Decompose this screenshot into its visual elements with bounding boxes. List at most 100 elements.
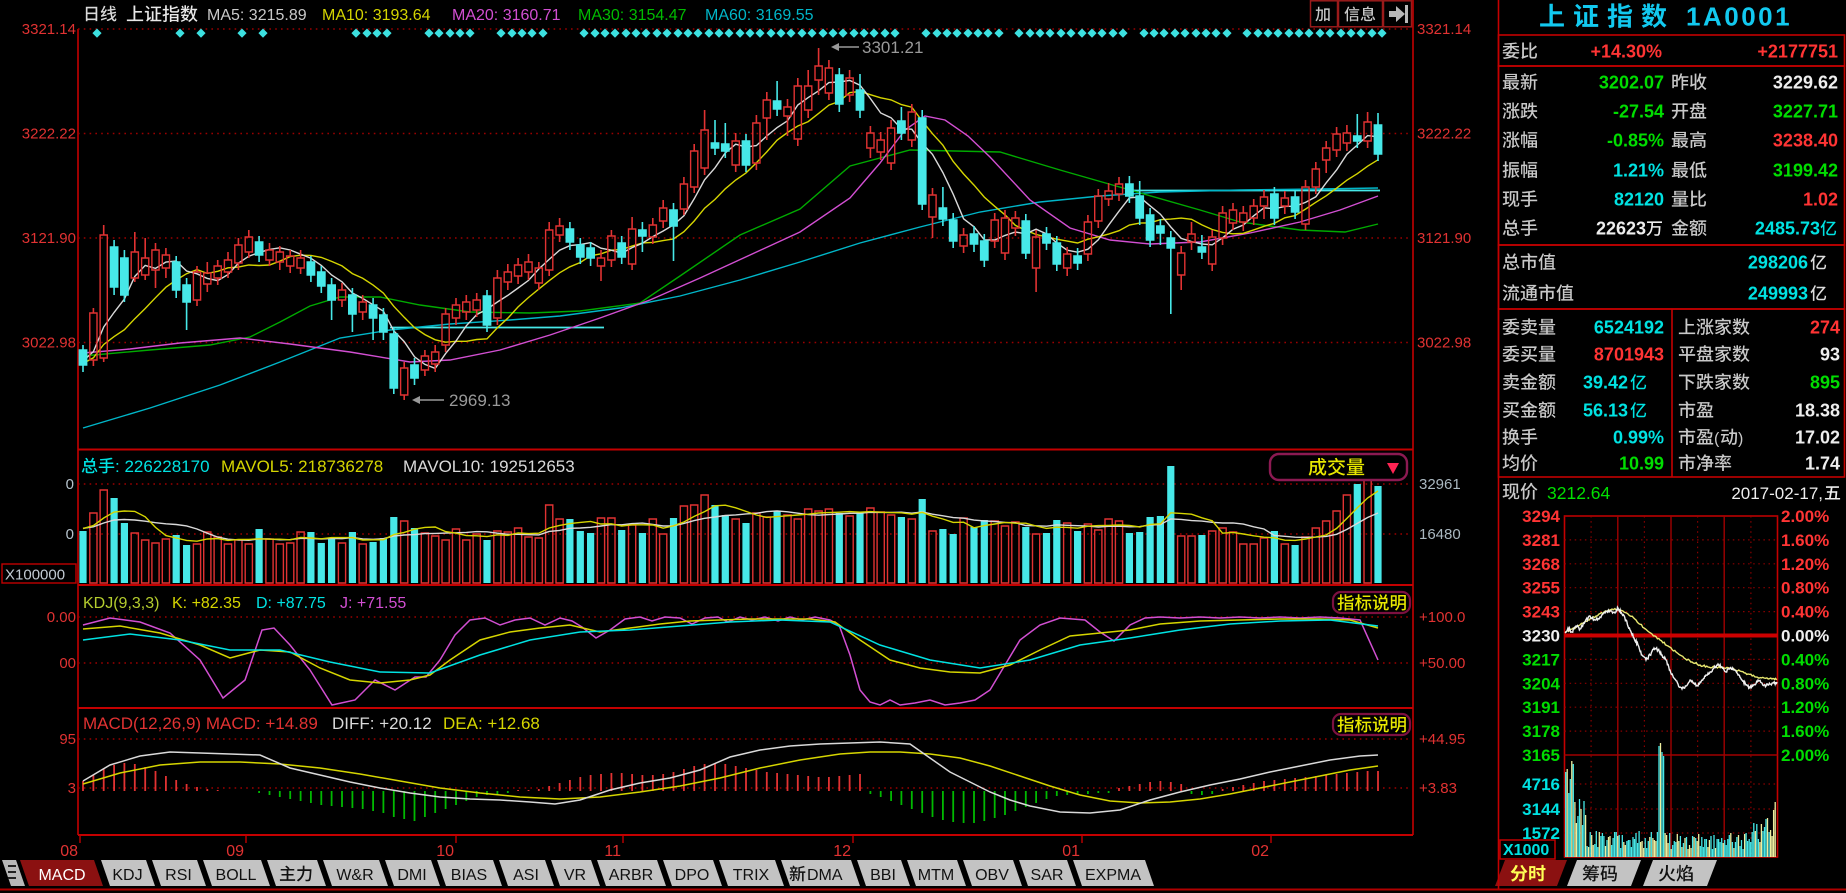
svg-text:X100000: X100000	[5, 567, 65, 584]
svg-text:OBV: OBV	[975, 867, 1009, 884]
svg-text:0: 0	[66, 526, 74, 543]
svg-text:3294: 3294	[1522, 507, 1560, 526]
svg-text:0.40%: 0.40%	[1781, 603, 1829, 622]
svg-text:298206: 298206	[1748, 253, 1808, 273]
svg-text:3268: 3268	[1522, 555, 1560, 574]
svg-text:DIFF: +20.12: DIFF: +20.12	[332, 714, 432, 733]
svg-text:MAVOL10: 192512653: MAVOL10: 192512653	[403, 457, 575, 476]
svg-text:10: 10	[436, 843, 454, 860]
svg-text:2969.13: 2969.13	[449, 391, 510, 410]
svg-text:EXPMA: EXPMA	[1085, 867, 1141, 884]
svg-text:1.20%: 1.20%	[1781, 555, 1829, 574]
svg-text:3199.42: 3199.42	[1773, 161, 1838, 181]
svg-text:+50.00: +50.00	[1419, 655, 1465, 672]
svg-text:+2177751: +2177751	[1757, 42, 1838, 62]
svg-text:VR: VR	[564, 867, 586, 884]
svg-text:249993: 249993	[1748, 284, 1808, 304]
svg-text:3022.98: 3022.98	[22, 335, 76, 352]
svg-text:3301.21: 3301.21	[862, 38, 923, 57]
svg-text:MA60: 3169.55: MA60: 3169.55	[705, 7, 814, 24]
svg-text:MACD: MACD	[38, 867, 85, 884]
svg-text:3255: 3255	[1522, 579, 1560, 598]
svg-text:0.80%: 0.80%	[1781, 674, 1829, 693]
svg-text:95: 95	[59, 731, 76, 748]
svg-text:2.00%: 2.00%	[1781, 507, 1829, 526]
svg-text:MA20: 3160.71: MA20: 3160.71	[452, 7, 561, 24]
svg-text:00: 00	[59, 655, 76, 672]
svg-text:08: 08	[60, 843, 78, 860]
svg-text:KDJ: KDJ	[112, 867, 142, 884]
svg-text:+100.0: +100.0	[1419, 609, 1465, 626]
svg-text:MACD(12,26,9) MACD: +14.89: MACD(12,26,9) MACD: +14.89	[83, 714, 318, 733]
svg-text:ASI: ASI	[513, 867, 539, 884]
svg-text:1.74: 1.74	[1805, 454, 1840, 474]
svg-text:-0.85%: -0.85%	[1607, 131, 1664, 151]
svg-text:3144: 3144	[1522, 800, 1560, 819]
svg-text:DPO: DPO	[675, 867, 710, 884]
svg-text:1.02: 1.02	[1803, 190, 1838, 210]
svg-text:ARBR: ARBR	[609, 867, 653, 884]
svg-text:BIAS: BIAS	[451, 867, 487, 884]
svg-text:02: 02	[1251, 843, 1269, 860]
svg-text:82120: 82120	[1614, 190, 1664, 210]
svg-text:DEA: +12.68: DEA: +12.68	[443, 714, 540, 733]
svg-text:3243: 3243	[1522, 603, 1560, 622]
svg-text:3121.90: 3121.90	[1417, 230, 1471, 247]
svg-text:2485.73: 2485.73	[1755, 219, 1820, 239]
svg-text:TRIX: TRIX	[733, 867, 770, 884]
svg-text:MTM: MTM	[918, 867, 954, 884]
svg-text:0.00%: 0.00%	[1781, 627, 1829, 646]
svg-text:4716: 4716	[1522, 775, 1560, 794]
svg-text:12: 12	[833, 843, 851, 860]
svg-text:3204: 3204	[1522, 674, 1560, 693]
svg-text:3217: 3217	[1522, 650, 1560, 669]
svg-text:3121.90: 3121.90	[22, 230, 76, 247]
svg-text:DMA: DMA	[807, 867, 843, 884]
svg-text:10.99: 10.99	[1619, 454, 1664, 474]
svg-text:3321.14: 3321.14	[1417, 21, 1471, 38]
svg-text:18.38: 18.38	[1795, 401, 1840, 421]
svg-text:3: 3	[68, 780, 76, 797]
svg-text:MA5: 3215.89: MA5: 3215.89	[207, 7, 307, 24]
svg-text:BOLL: BOLL	[216, 867, 257, 884]
svg-text:16480: 16480	[1419, 526, 1461, 543]
svg-text:+14.30%: +14.30%	[1590, 42, 1662, 62]
svg-text:K: +82.35: K: +82.35	[172, 595, 241, 612]
svg-text:SAR: SAR	[1031, 867, 1064, 884]
svg-text:274: 274	[1810, 318, 1840, 338]
svg-text:+44.95: +44.95	[1419, 731, 1465, 748]
svg-text:1.60%: 1.60%	[1781, 531, 1829, 550]
svg-text:2017-02-17,: 2017-02-17,	[1731, 484, 1823, 503]
svg-text:895: 895	[1810, 373, 1840, 393]
svg-text:D: +87.75: D: +87.75	[256, 595, 326, 612]
svg-text:): )	[1738, 431, 1743, 448]
svg-text:1A0001: 1A0001	[1686, 2, 1792, 32]
svg-text:3212.64: 3212.64	[1547, 483, 1611, 503]
svg-text:3178: 3178	[1522, 722, 1560, 741]
svg-text:09: 09	[226, 843, 244, 860]
svg-text:DMI: DMI	[397, 867, 426, 884]
svg-text:X1000: X1000	[1503, 842, 1549, 859]
svg-text:3230: 3230	[1522, 627, 1560, 646]
svg-text:3238.40: 3238.40	[1773, 131, 1838, 151]
svg-text:3191: 3191	[1522, 698, 1560, 717]
svg-text:3227.71: 3227.71	[1773, 102, 1838, 122]
svg-text:1.20%: 1.20%	[1781, 698, 1829, 717]
svg-text:3165: 3165	[1522, 746, 1560, 765]
svg-text:+3.83: +3.83	[1419, 780, 1457, 797]
svg-text:0.40%: 0.40%	[1781, 650, 1829, 669]
svg-text:3222.22: 3222.22	[1417, 126, 1471, 143]
svg-text:3022.98: 3022.98	[1417, 335, 1471, 352]
svg-text:56.13: 56.13	[1583, 401, 1628, 421]
svg-text:1.21%: 1.21%	[1613, 161, 1664, 181]
svg-text:3222.22: 3222.22	[22, 126, 76, 143]
svg-text:17.02: 17.02	[1795, 428, 1840, 448]
svg-text:(: (	[1714, 431, 1720, 448]
svg-text:0.80%: 0.80%	[1781, 579, 1829, 598]
svg-text:3229.62: 3229.62	[1773, 73, 1838, 93]
svg-text:-27.54: -27.54	[1613, 102, 1664, 122]
svg-text:2.00%: 2.00%	[1781, 746, 1829, 765]
svg-text:0: 0	[66, 476, 74, 493]
svg-text:1.60%: 1.60%	[1781, 722, 1829, 741]
svg-text:01: 01	[1062, 843, 1080, 860]
